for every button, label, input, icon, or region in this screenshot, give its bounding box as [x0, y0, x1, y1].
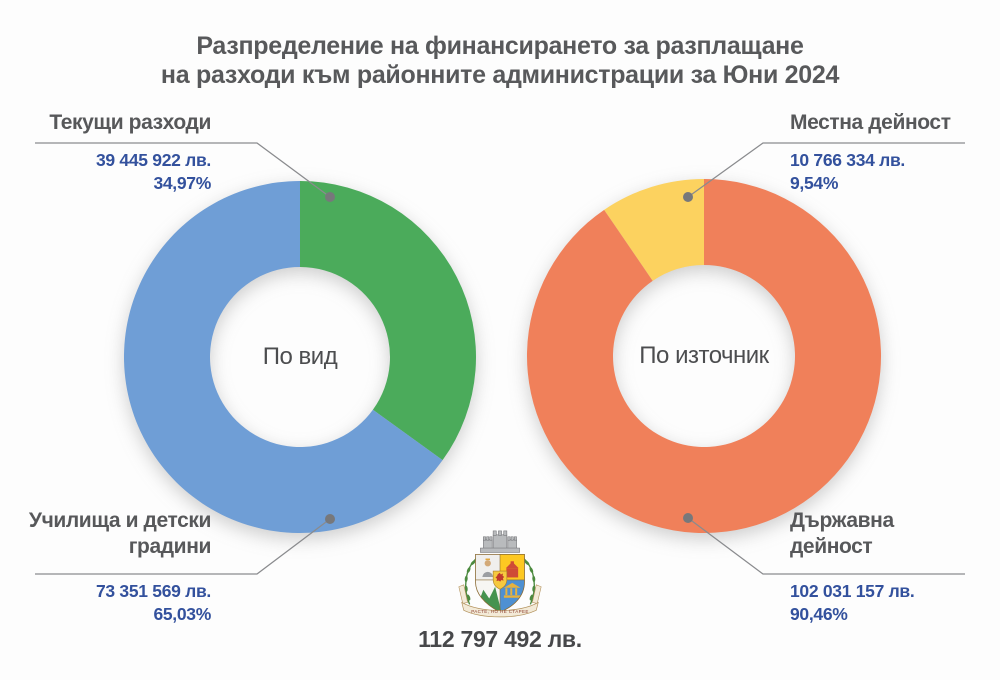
total-amount: 112 797 492 лв. [418, 626, 582, 652]
saint-figure-icon [482, 558, 494, 577]
donut-center-label-by-source: По източник [639, 342, 769, 369]
callout-heading: Местна дейност [790, 111, 951, 134]
callout-schools-kindergartens: Училища и детски градини 73 351 569 лв. … [6, 508, 211, 626]
mural-crown-icon [480, 530, 520, 553]
lion-figure-icon [495, 572, 505, 582]
callout-heading: Училища и детски градини [28, 509, 211, 558]
donut-chart-by-source [527, 179, 881, 533]
donut-chart-by-type [123, 181, 476, 533]
lion-escutcheon-icon [492, 570, 508, 590]
callout-amount: 73 351 569 лв. [96, 581, 211, 601]
callout-percent: 9,54% [790, 173, 839, 193]
donut-slice [604, 179, 704, 281]
church-icon [505, 561, 519, 578]
motto-text: РАСТЕ, НО НЕ СТАРЕЕ [471, 609, 529, 614]
callout-amount: 39 445 922 лв. [96, 150, 211, 170]
shield-icon [475, 554, 525, 613]
temple-icon [503, 582, 521, 598]
callout-local-activity: Местна дейност 10 766 334 лв. 9,54% [790, 110, 951, 195]
callout-amount: 10 766 334 лв. [790, 150, 905, 170]
callout-heading: Текущи разходи [49, 111, 211, 134]
donut-center-label-by-type: По вид [262, 343, 338, 370]
motto-ribbon-icon: РАСТЕ, НО НЕ СТАРЕЕ [458, 584, 542, 618]
callout-percent: 90,46% [790, 604, 848, 624]
callout-percent: 65,03% [153, 604, 211, 624]
page-title: Разпределение на финансирането за разпла… [0, 32, 1000, 90]
page-title-line1: Разпределение на финансирането за разпла… [196, 32, 804, 60]
sofia-coat-of-arms-icon: РАСТЕ, НО НЕ СТАРЕЕ [458, 530, 542, 618]
callout-current-expenses: Текущи разходи 39 445 922 лв. 34,97% [49, 110, 211, 195]
donut-slice [527, 179, 881, 533]
page-title-line2: на разходи към районните администрации з… [160, 61, 840, 89]
callout-percent: 34,97% [153, 173, 211, 193]
callout-amount: 102 031 157 лв. [790, 581, 915, 601]
donut-slice [300, 181, 476, 461]
callout-state-activity: Държавна дейност 102 031 157 лв. 90,46% [790, 508, 915, 626]
donut-slice [123, 181, 443, 533]
callout-heading: Държавна дейност [790, 509, 894, 558]
